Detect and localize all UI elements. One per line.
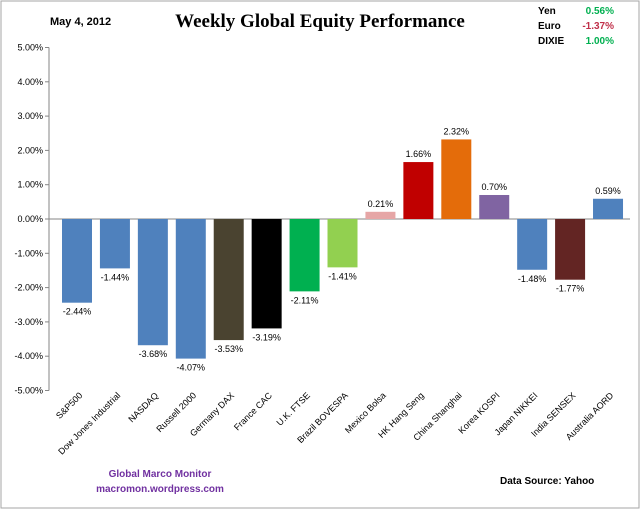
bar [251,219,282,329]
y-tick-label: 2.00% [17,145,43,155]
y-tick-label: -1.00% [14,248,43,258]
y-tick-label: -5.00% [14,386,43,396]
currency-value: 0.56% [586,6,614,17]
brand-name: Global Marco Monitor [109,469,212,480]
bar [327,219,358,268]
currency-name: DIXIE [538,36,564,47]
bar-value-label: -1.77% [556,284,585,294]
currency-name: Euro [538,21,561,32]
bar [137,219,168,346]
bar [99,219,130,269]
bar [289,219,320,292]
bar-value-label: -2.44% [63,307,92,317]
y-tick-label: 4.00% [17,77,43,87]
y-tick-label: -2.00% [14,283,43,293]
bar-value-label: 0.70% [481,182,507,192]
bar [517,219,548,270]
bar-value-label: -3.19% [252,332,281,342]
y-tick-label: 3.00% [17,111,43,121]
chart-title: Weekly Global Equity Performance [175,11,465,32]
y-tick-label: 5.00% [17,43,43,53]
bar-value-label: -3.53% [214,344,243,354]
bar-value-label: 1.66% [406,149,432,159]
bar-value-label: -4.07% [177,363,206,373]
bar [441,139,472,219]
y-tick-label: -4.00% [14,351,43,361]
bar-value-label: -1.48% [518,274,547,284]
brand-url: macromon.wordpress.com [96,484,224,495]
currency-value: -1.37% [582,21,614,32]
currency-value: 1.00% [586,36,614,47]
bar [403,162,434,219]
bar [365,211,396,219]
data-source: Data Source: Yahoo [500,476,594,487]
chart-date: May 4, 2012 [50,16,111,28]
bar [479,194,510,219]
bar-value-label: 0.21% [368,199,394,209]
bar [593,198,624,219]
bar [555,219,586,280]
bar-value-label: 0.59% [595,186,621,196]
bar [213,219,244,341]
y-tick-label: -3.00% [14,317,43,327]
y-tick-label: 0.00% [17,214,43,224]
bar [62,219,92,303]
y-tick-label: 1.00% [17,180,43,190]
bar-value-label: -3.68% [139,349,168,359]
bar-value-label: -1.44% [101,272,130,282]
bar [175,219,206,359]
currency-panel: Yen 0.56% Euro -1.37% DIXIE 1.00% [538,6,614,47]
bar-value-label: -2.11% [291,295,319,305]
bar-value-label: -1.41% [328,271,357,281]
currency-name: Yen [538,6,556,17]
bar-value-label: 2.32% [444,126,470,136]
